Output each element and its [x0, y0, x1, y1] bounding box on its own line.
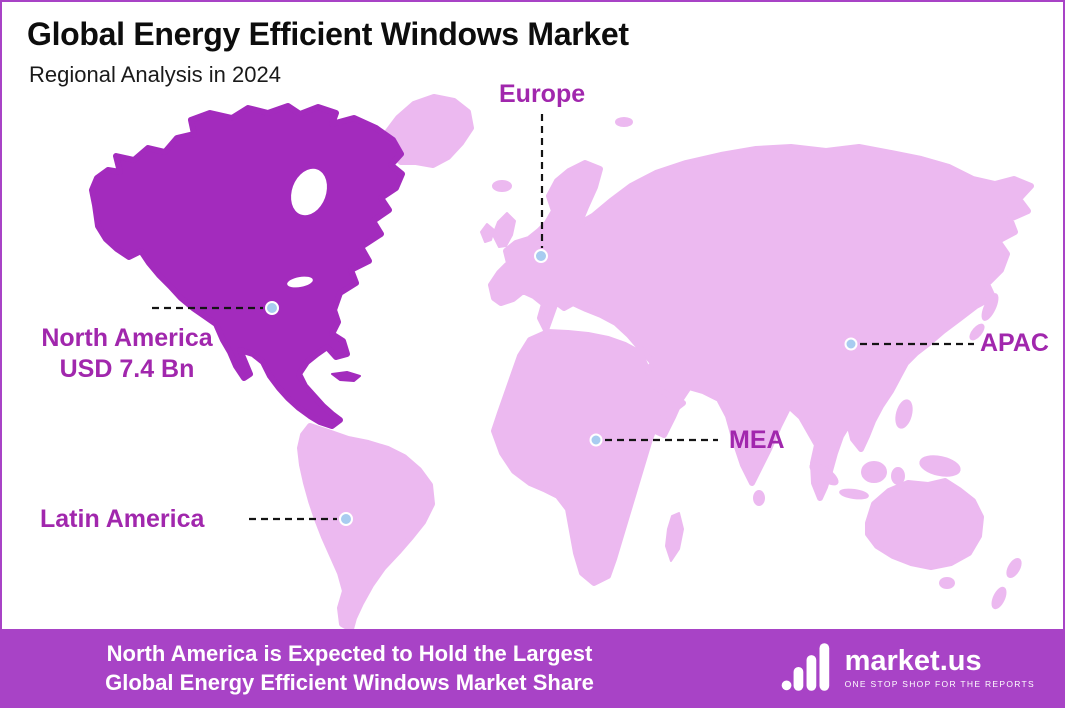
footer-headline: North America is Expected to Hold the La…	[42, 639, 657, 697]
island-tasmania	[939, 577, 955, 589]
continent-greenland	[383, 94, 474, 168]
great-lakes	[287, 276, 313, 288]
island-japan-north	[981, 293, 999, 321]
island-great-britain	[492, 212, 516, 248]
logo-bar-medium	[806, 655, 816, 691]
island-ireland	[480, 223, 495, 243]
region-label-north-america: North America USD 7.4 Bn	[16, 323, 238, 385]
hudson-bay	[291, 168, 327, 216]
brand-tagline: ONE STOP SHOP FOR THE REPORTS	[844, 678, 1035, 689]
logo-bar-tall	[819, 643, 829, 691]
marker-dot-apac	[844, 337, 858, 351]
footer-banner: North America is Expected to Hold the La…	[2, 629, 1063, 706]
island-new-zealand-north	[1006, 557, 1022, 579]
continent-eurasia	[488, 144, 1034, 501]
page-title: Global Energy Efficient Windows Market	[27, 16, 629, 52]
footer-headline-line2: Global Energy Efficient Windows Market S…	[105, 670, 594, 695]
brand-name: market.us	[844, 644, 982, 677]
continent-australia	[865, 478, 984, 570]
island-sri-lanka	[753, 490, 765, 506]
island-iceland	[492, 180, 512, 192]
continent-africa	[491, 329, 686, 586]
logo-dot	[781, 680, 791, 691]
market-us-logo-icon	[781, 643, 829, 691]
marker-dot-mea	[589, 433, 603, 447]
marker-dot-latin-america	[339, 512, 353, 526]
region-label-north-america-name: North America	[41, 324, 213, 352]
continent-south-america	[297, 423, 435, 632]
island-cuba	[331, 371, 361, 382]
region-label-latin-america: Latin America	[40, 505, 205, 533]
brand-block: market.us ONE STOP SHOP FOR THE REPORTS	[779, 640, 1035, 694]
region-label-europe: Europe	[499, 80, 586, 108]
page-subtitle: Regional Analysis in 2024	[29, 62, 281, 87]
region-label-mea: MEA	[729, 426, 785, 454]
brand-text-block: market.us ONE STOP SHOP FOR THE REPORTS	[845, 646, 1035, 689]
header: Global Energy Efficient Windows Market R…	[27, 16, 629, 88]
footer-headline-line1: North America is Expected to Hold the La…	[106, 641, 593, 666]
marker-dot-europe	[534, 249, 548, 263]
island-madagascar	[665, 512, 684, 562]
island-sulawesi	[891, 467, 905, 485]
island-new-zealand-south	[991, 586, 1007, 610]
island-sumatra	[809, 462, 839, 486]
island-borneo	[861, 461, 887, 483]
island-java	[839, 488, 869, 500]
island-japan-south	[969, 323, 985, 341]
island-svalbard	[615, 117, 633, 127]
marker-dot-north-america	[265, 301, 279, 315]
logo-bar-short	[793, 667, 803, 691]
region-label-north-america-value: USD 7.4 Bn	[59, 355, 195, 383]
island-new-guinea	[919, 455, 961, 477]
region-label-apac: APAC	[980, 329, 1049, 357]
island-philippines	[895, 399, 913, 429]
